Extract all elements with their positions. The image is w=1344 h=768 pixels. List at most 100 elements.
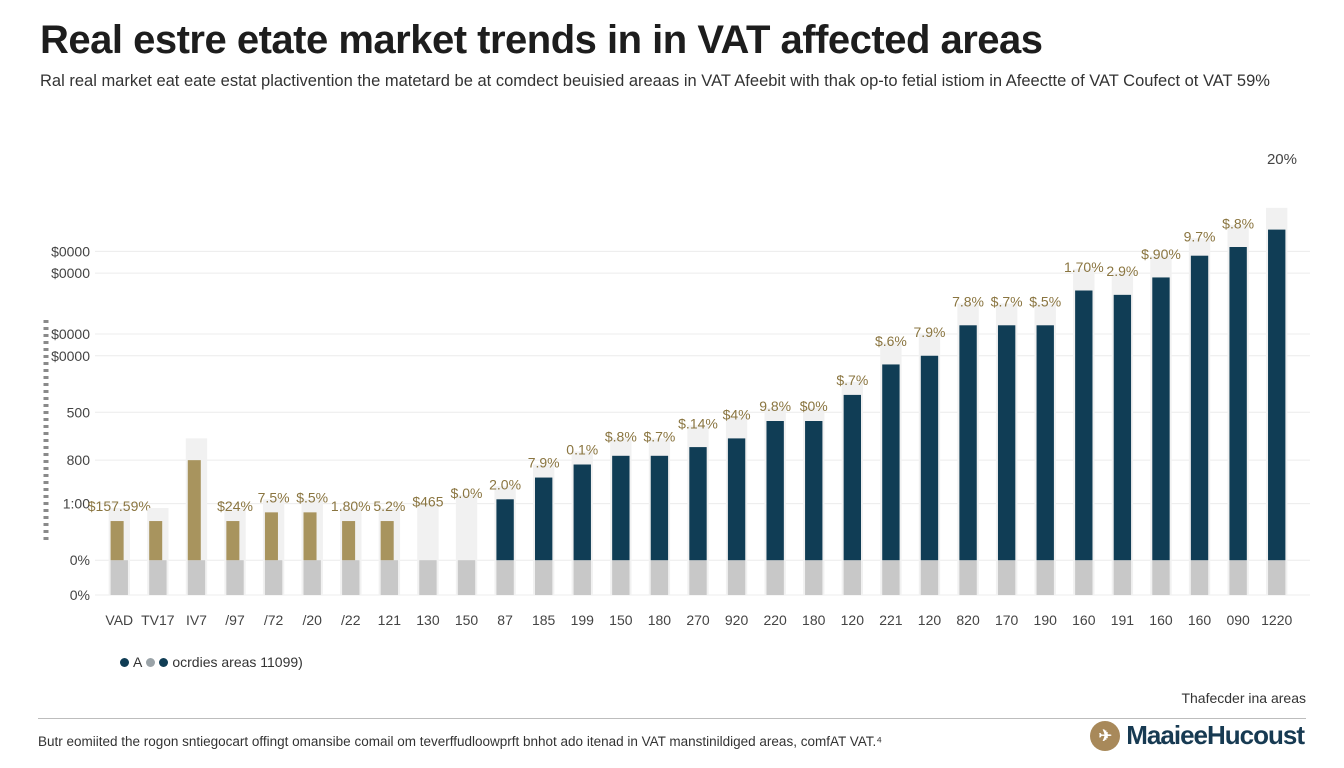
x-tick-label: /97 bbox=[225, 612, 245, 628]
bar-base-segment bbox=[882, 560, 900, 595]
x-tick-label: 120 bbox=[918, 612, 942, 628]
bar-navy-segment bbox=[1268, 229, 1286, 561]
bar-navy-segment bbox=[573, 464, 591, 561]
bar-navy-segment bbox=[882, 364, 900, 561]
bar-base-segment bbox=[959, 560, 977, 595]
bar-chart: 0% 0% 1:00 800 500 $0000 $0000 $0000 $0000 20% $15… bbox=[43, 151, 1310, 628]
bar-data-label: 0.1% bbox=[566, 442, 598, 458]
bar-base-segment bbox=[1036, 560, 1054, 595]
y-tick-label: $0000 bbox=[51, 348, 90, 364]
bar-tan-segment bbox=[149, 521, 163, 561]
bar-base-segment bbox=[264, 560, 283, 595]
bar-base-segment bbox=[226, 560, 244, 595]
bar-base-segment bbox=[650, 560, 669, 595]
bar-navy-segment bbox=[727, 438, 746, 561]
x-tick-label: 820 bbox=[956, 612, 980, 628]
x-tick-label: 270 bbox=[686, 612, 710, 628]
bar-tan-segment bbox=[226, 521, 240, 561]
y-tick-label: $0000 bbox=[51, 326, 90, 342]
bar-data-label: 7.9% bbox=[914, 324, 946, 340]
x-tick-label: IV7 bbox=[186, 612, 207, 628]
chart-area: 0% 0% 1:00 800 500 $0000 $0000 $0000 $0000 20% $15… bbox=[0, 140, 1344, 680]
legend-text: ocrdies areas 11099) bbox=[172, 654, 303, 670]
legend-marker-navy-2 bbox=[159, 657, 169, 667]
bar-data-label: 2.0% bbox=[489, 476, 521, 492]
chart-subtitle: Ral real market eat eate estat plactiven… bbox=[40, 72, 1270, 90]
bar-navy-segment bbox=[612, 455, 630, 561]
x-tick-label: 185 bbox=[532, 612, 556, 628]
y-tick-label: $0000 bbox=[51, 243, 90, 259]
y-tick-label: 0% bbox=[70, 587, 90, 603]
x-tick-label: 170 bbox=[995, 612, 1019, 628]
x-tick-label: 160 bbox=[1188, 612, 1212, 628]
bar-navy-segment bbox=[959, 325, 977, 561]
x-tick-label: 180 bbox=[802, 612, 826, 628]
bar-data-label: 1.70% bbox=[1064, 259, 1104, 275]
bar-data-label: $0% bbox=[800, 398, 828, 414]
bar-base-segment bbox=[1268, 560, 1286, 595]
y-tick-label: $0000 bbox=[51, 265, 90, 281]
chart-title: Real estre etate market trends in in VAT… bbox=[40, 18, 1043, 62]
bar-base-segment bbox=[380, 560, 399, 595]
x-tick-label: VAD bbox=[105, 612, 133, 628]
legend-series-a-label: A bbox=[133, 654, 143, 670]
bar-base-segment bbox=[303, 560, 321, 595]
bar-data-label: 7.9% bbox=[528, 455, 560, 471]
bar-base-segment bbox=[805, 560, 823, 595]
x-tick-label: 920 bbox=[725, 612, 749, 628]
x-tick-label: 090 bbox=[1226, 612, 1250, 628]
footer-note: Butr eomiited the rogon sntiegocart offi… bbox=[38, 734, 883, 749]
bar-tan-segment bbox=[342, 521, 356, 561]
bar-navy-segment bbox=[766, 421, 784, 561]
bar-data-label: $24% bbox=[217, 498, 253, 514]
x-tick-label: 190 bbox=[1034, 612, 1058, 628]
bar-data-label: 9.7% bbox=[1184, 228, 1216, 244]
bar-base-segment bbox=[843, 560, 862, 595]
bar-base-segment bbox=[1229, 560, 1247, 595]
bar-navy-segment bbox=[843, 394, 862, 561]
bar-base-segment bbox=[149, 560, 167, 595]
bar-navy-segment bbox=[496, 499, 514, 561]
bar-base-segment bbox=[496, 560, 514, 595]
bar-base-segment bbox=[1113, 560, 1132, 595]
bar-data-label: $465 bbox=[412, 494, 443, 510]
bar-base-segment bbox=[110, 560, 128, 595]
bar-base-segment bbox=[727, 560, 746, 595]
bar-base-segment bbox=[419, 560, 437, 595]
bar-data-label: $.90% bbox=[1141, 246, 1181, 262]
corner-label: 20% bbox=[1267, 151, 1297, 168]
bar-base-segment bbox=[1152, 560, 1170, 595]
x-tick-label: 150 bbox=[609, 612, 633, 628]
bar-base-segment bbox=[689, 560, 707, 595]
bar-navy-segment bbox=[689, 447, 707, 561]
legend-marker-navy bbox=[120, 657, 129, 667]
bar-navy-segment bbox=[997, 325, 1016, 561]
bar-data-label: $.5% bbox=[296, 489, 328, 505]
bar-base-segment bbox=[920, 560, 939, 595]
bar-data-label: $.14% bbox=[678, 415, 718, 431]
bar-data-label: $.7% bbox=[991, 294, 1023, 310]
y-tick-label: 800 bbox=[67, 452, 91, 468]
bar-data-label: $.7% bbox=[643, 428, 675, 444]
chart-legend: A ocrdies areas 11099) bbox=[120, 654, 303, 670]
bar-navy-segment bbox=[805, 421, 823, 561]
x-tick-label: 221 bbox=[879, 612, 903, 628]
bar-data-label: $.6% bbox=[875, 333, 907, 349]
bar-base-segment bbox=[997, 560, 1016, 595]
y-tick-label: 1:00 bbox=[63, 496, 90, 512]
bar-navy-segment bbox=[534, 477, 553, 561]
bar-base-segment bbox=[612, 560, 630, 595]
bar-base-segment bbox=[1075, 560, 1093, 595]
brand-name: MaaieeHucoust bbox=[1126, 720, 1305, 750]
bar-data-label: 5.2% bbox=[373, 498, 405, 514]
bar-tan-segment bbox=[303, 512, 317, 561]
x-tick-label: 220 bbox=[763, 612, 787, 628]
y-tick-label: 500 bbox=[67, 404, 91, 420]
bar-base-segment bbox=[534, 560, 553, 595]
bar-navy-segment bbox=[1113, 294, 1132, 561]
x-tick-label: /22 bbox=[341, 612, 361, 628]
bar-tan-segment bbox=[380, 521, 394, 561]
bar-data-label: $.8% bbox=[605, 428, 637, 444]
bar-base-segment bbox=[342, 560, 360, 595]
bar-data-label: 2.9% bbox=[1106, 263, 1138, 279]
